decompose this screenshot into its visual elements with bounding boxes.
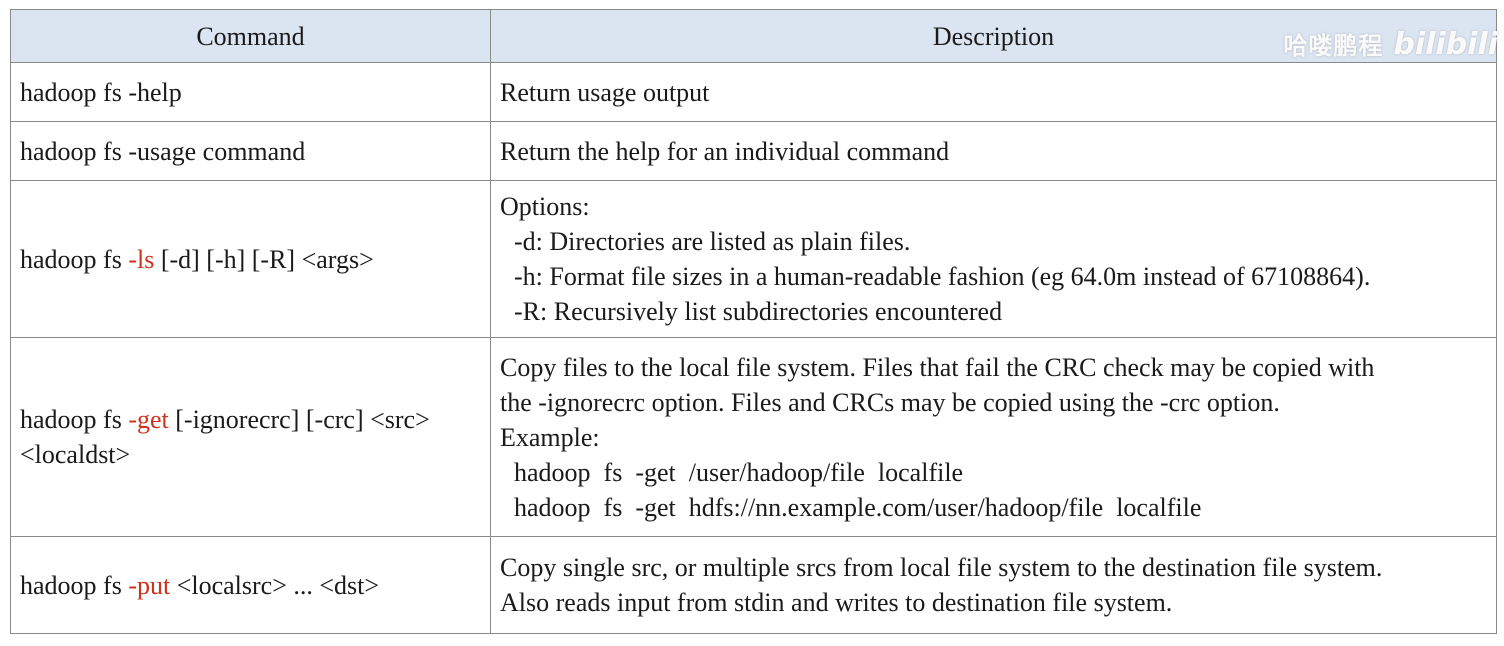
description-cell: Copy files to the local file system. Fil… [490,337,1497,537]
description-line: Return usage output [500,77,710,107]
command-cell: hadoop fs -ls [-d] [-h] [-R] <args> [10,180,491,338]
description-line: Options: [500,192,590,221]
description-cell: Copy single src, or multiple srcs from l… [490,536,1497,634]
description-line: Also reads input from stdin and writes t… [500,588,1173,617]
description-cell: Options: -d: Directories are listed as p… [490,180,1497,338]
description-cell: Return usage output [490,62,1497,122]
table-row: hadoop fs -get [-ignorecrc] [-crc] <src>… [10,337,1497,537]
bilibili-logo-icon: bilibili [1393,27,1498,62]
bilibili-watermark: 哈喽鹏程 bilibili [1283,26,1498,62]
command-suffix: [-d] [-h] [-R] <args> [154,244,374,274]
command-prefix: hadoop fs [20,405,129,434]
command-cell: hadoop fs -help [10,62,491,122]
header-command: Command [10,9,491,63]
description-line: Example: [500,422,600,452]
command-cell: hadoop fs -put <localsrc> ... <dst> [10,536,491,634]
command-suffix: <localsrc> ... <dst> [170,570,380,600]
command-highlight: -put [128,570,171,600]
command-highlight: -get [128,405,169,434]
description-line: Copy files to the local file system. Fil… [500,352,1375,382]
command-text: hadoop fs -usage command [20,136,306,166]
example-command: hadoop fs -get hdfs://nn.example.com/use… [514,492,1202,522]
description-option: -d: Directories are listed as plain file… [514,227,911,256]
table-row: hadoop fs -usage command Return the help… [10,121,1497,181]
command-prefix: hadoop fs [20,244,129,274]
command-line2: <localdst> [20,440,131,469]
table-row: hadoop fs -help Return usage output [10,62,1497,122]
description-line: Return the help for an individual comman… [500,136,950,166]
description-option: -R: Recursively list subdirectories enco… [514,297,1003,326]
description-cell: Return the help for an individual comman… [490,121,1497,181]
command-suffix: [-ignorecrc] [-crc] <src> [168,405,430,434]
command-cell: hadoop fs -get [-ignorecrc] [-crc] <src>… [10,337,491,537]
example-command: hadoop fs -get /user/hadoop/file localfi… [514,457,964,487]
hadoop-commands-table: Command Description hadoop fs -help Retu… [10,9,1497,634]
description-line: the -ignorecrc option. Files and CRCs ma… [500,387,1280,417]
command-cell: hadoop fs -usage command [10,121,491,181]
table-row: hadoop fs -put <localsrc> ... <dst> Copy… [10,536,1497,634]
description-line: Copy single src, or multiple srcs from l… [500,553,1383,582]
header-description: Description [490,9,1497,63]
command-prefix: hadoop fs [20,570,129,600]
watermark-author: 哈喽鹏程 [1283,32,1384,60]
command-highlight: -ls [128,244,155,274]
table-row: hadoop fs -ls [-d] [-h] [-R] <args> Opti… [10,180,1497,338]
command-text: hadoop fs -help [20,77,182,107]
header-row: Command Description [10,9,1497,63]
description-option: -h: Format file sizes in a human-readabl… [514,262,1371,291]
